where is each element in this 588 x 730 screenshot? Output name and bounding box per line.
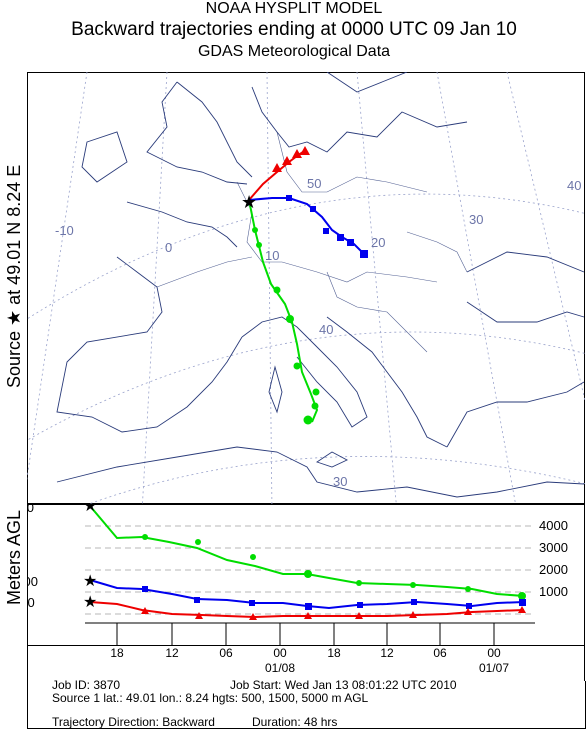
- lon-line-40: [506, 72, 585, 403]
- coastlines: [56, 72, 585, 498]
- time-axis-ticks: [116, 623, 495, 645]
- country-borders: [156, 131, 468, 353]
- profile-green-markers: [142, 534, 526, 600]
- source-location-label: Source ★ at 49.01 N 8.24 E: [4, 165, 24, 388]
- height-profile: 4000 3000 2000 1000 5000 1500 500 ★ ★ ★: [27, 504, 585, 681]
- hour-label-18a: 18: [110, 646, 124, 660]
- job-id: Job ID: 3870: [52, 678, 121, 692]
- border-line-4: [326, 271, 428, 353]
- left-label-500: 500: [27, 595, 35, 610]
- trajectory-blue-markers: [286, 195, 368, 258]
- graticule: [27, 72, 585, 504]
- lat-label-50: 50: [307, 176, 321, 191]
- lon-line-20: [356, 72, 397, 504]
- border-line-1: [236, 181, 438, 283]
- coast-north-sea-baltic: [251, 86, 468, 153]
- trajectory-green-markers: [252, 227, 320, 425]
- coast-aegean-turkey: [446, 381, 585, 448]
- date-label-0107: 01/07: [479, 661, 509, 675]
- right-axis-label-4000: 4000: [539, 518, 568, 533]
- lon-line-minus10: [27, 72, 88, 481]
- coast-britain-east: [176, 81, 253, 178]
- lon-line-10: [266, 72, 273, 504]
- svg-text:★: ★: [83, 594, 97, 611]
- lat-label-40: 40: [319, 322, 333, 337]
- lat-label-30: 30: [333, 474, 347, 489]
- border-line-3: [156, 256, 253, 288]
- coast-north-africa: [56, 446, 585, 498]
- trajectory-map: -10 0 10 20 30 40 50 40 30: [27, 72, 585, 504]
- profile-start-stars: ★ ★ ★: [83, 504, 97, 611]
- title-line-3: GDAS Meteorological Data: [197, 43, 391, 60]
- hour-label-06b: 06: [433, 646, 447, 660]
- date-label-0108: 01/08: [265, 661, 295, 675]
- trajectory-direction: Trajectory Direction: Backward: [52, 715, 215, 729]
- source-location-text: Source ★ at 49.01 N 8.24 E: [4, 165, 24, 388]
- right-axis-label-1000: 1000: [539, 584, 568, 599]
- coast-sardinia: [268, 365, 283, 414]
- trajectory-red-markers: [272, 146, 310, 172]
- coast-sicily: [315, 451, 349, 468]
- border-line-2: [276, 131, 428, 193]
- left-label-1500: 1500: [27, 574, 38, 589]
- left-label-5000: 5000: [27, 504, 34, 515]
- meters-agl-label: Meters AGL: [4, 510, 24, 605]
- right-axis-label-2000: 2000: [539, 562, 568, 577]
- coast-iberia: [56, 256, 243, 433]
- lon-label-minus10: -10: [55, 223, 74, 238]
- profile-red-markers: [141, 606, 526, 620]
- border-line-5: [406, 231, 468, 273]
- lon-label-40: 40: [567, 178, 581, 193]
- hour-label-00a: 00: [273, 646, 287, 660]
- meters-agl-text: Meters AGL: [4, 510, 24, 605]
- duration: Duration: 48 hrs: [252, 715, 338, 729]
- job-info-box: [27, 681, 586, 729]
- lon-label-0: 0: [165, 240, 172, 255]
- source-star-marker: ★: [241, 192, 257, 212]
- lat-line-40: [27, 331, 585, 441]
- map-border: [27, 72, 585, 504]
- coast-scandinavia: [326, 72, 408, 93]
- coast-ireland: [81, 131, 128, 183]
- svg-text:★: ★: [83, 573, 97, 590]
- source-info: Source 1 lat.: 49.01 lon.: 8.24 hgts: 50…: [52, 691, 369, 705]
- hour-label-12b: 12: [380, 646, 394, 660]
- coast-france-north: [126, 201, 238, 248]
- right-axis-label-3000: 3000: [539, 540, 568, 555]
- coast-britain-west: [146, 81, 248, 185]
- coast-black-sea-south: [466, 301, 585, 323]
- hour-label-12a: 12: [165, 646, 179, 660]
- coast-italy: [241, 316, 368, 428]
- coast-adriatic-balkans: [326, 316, 448, 448]
- job-start: Job Start: Wed Jan 13 08:01:22 UTC 2010: [230, 678, 457, 692]
- title-line-2: Backward trajectories ending at 0000 UTC…: [71, 19, 517, 40]
- lon-label-20: 20: [371, 235, 385, 250]
- coast-black-sea-north: [466, 251, 585, 273]
- lon-label-10: 10: [265, 248, 279, 263]
- lon-line-0: [142, 72, 168, 504]
- hour-label-00b: 00: [487, 646, 501, 660]
- lat-line-30: [87, 456, 585, 504]
- lat-line-50: [27, 193, 585, 320]
- title-line-1: NOAA HYSPLIT MODEL: [205, 0, 383, 17]
- profile-blue-markers: [142, 586, 526, 610]
- hour-label-06a: 06: [219, 646, 233, 660]
- lon-label-30: 30: [469, 212, 483, 227]
- svg-text:★: ★: [83, 504, 97, 515]
- hour-label-18b: 18: [327, 646, 341, 660]
